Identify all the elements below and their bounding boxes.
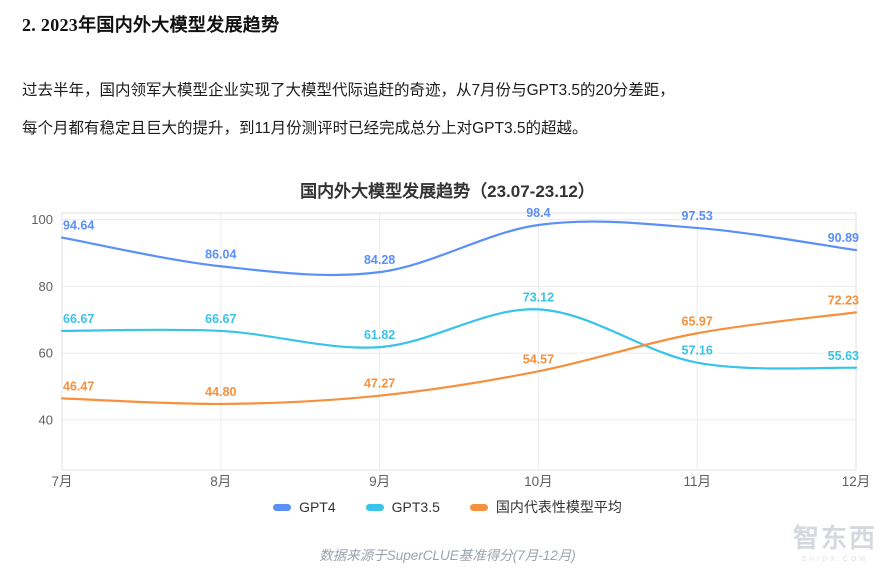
y-tick-label: 60 xyxy=(39,346,53,361)
data-source-note: 数据来源于SuperCLUE基准得分(7月-12月) xyxy=(319,548,576,563)
data-label: 94.64 xyxy=(63,219,94,233)
legend-marker xyxy=(365,503,384,511)
data-label: 90.89 xyxy=(828,231,859,245)
plot-border xyxy=(61,212,857,471)
trend-line-chart: 40 60 80 100 7月 8月 9月 10月 11月 12月 94.64 86.04 84.28 9… xyxy=(31,206,871,489)
watermark-text: 智东西 xyxy=(792,523,877,553)
data-label: 66.67 xyxy=(63,312,94,326)
data-label: 61.82 xyxy=(364,328,395,342)
data-label: 46.47 xyxy=(63,379,94,393)
x-tick-label: 11月 xyxy=(683,474,711,489)
data-label: 98.4 xyxy=(526,206,550,220)
y-tick-label: 100 xyxy=(31,212,53,227)
data-label: 47.27 xyxy=(364,377,395,391)
data-label: 66.67 xyxy=(205,312,236,326)
data-label: 55.63 xyxy=(828,349,859,363)
data-label: 73.12 xyxy=(523,290,554,304)
y-tick-label: 80 xyxy=(39,279,53,294)
x-tick-label: 8月 xyxy=(210,474,231,489)
data-label: 97.53 xyxy=(682,209,713,223)
x-tick-label: 9月 xyxy=(369,474,390,489)
data-label: 65.97 xyxy=(682,314,713,328)
y-tick-label: 40 xyxy=(39,412,53,427)
legend-label: GPT3.5 xyxy=(391,499,440,515)
legend-label: 国内代表性模型平均 xyxy=(495,499,622,515)
data-label: 44.80 xyxy=(205,385,236,399)
chart-title: 国内外大模型发展趋势（23.07-23.12） xyxy=(300,182,595,201)
zhidongxi-watermark: 智东西 ZHIDX.COM xyxy=(793,518,877,563)
x-tick-label: 7月 xyxy=(51,474,72,489)
series-line-国内代表性模型平均 xyxy=(60,311,858,406)
legend-item-GPT3.5: GPT3.5 xyxy=(365,499,440,515)
legend-item-GPT4: GPT4 xyxy=(273,499,336,515)
body-paragraph: 过去半年，国内领军大模型企业实现了大模型代际追赶的奇迹，从7月份与GPT3.5的… xyxy=(22,82,675,137)
legend-marker xyxy=(469,503,488,511)
legend-item-国内代表性模型平均: 国内代表性模型平均 xyxy=(469,497,622,517)
series-line-GPT4 xyxy=(60,220,858,277)
legend-label: GPT4 xyxy=(299,499,336,515)
data-label: 72.23 xyxy=(828,293,859,307)
data-label: 57.16 xyxy=(682,344,713,358)
section-heading: 2. 2023年国内外大模型发展趋势 xyxy=(22,15,280,35)
x-tick-label: 10月 xyxy=(524,474,553,489)
series-line-GPT3.5 xyxy=(60,308,858,370)
data-label: 84.28 xyxy=(364,253,395,267)
chart-legend: GPT4 GPT3.5 国内代表性模型平均 xyxy=(0,497,895,517)
x-tick-label: 12月 xyxy=(842,474,871,489)
data-label: 86.04 xyxy=(205,247,236,261)
legend-marker xyxy=(273,503,292,511)
watermark-subtext: ZHIDX.COM xyxy=(801,556,869,563)
data-label: 54.57 xyxy=(523,352,554,366)
